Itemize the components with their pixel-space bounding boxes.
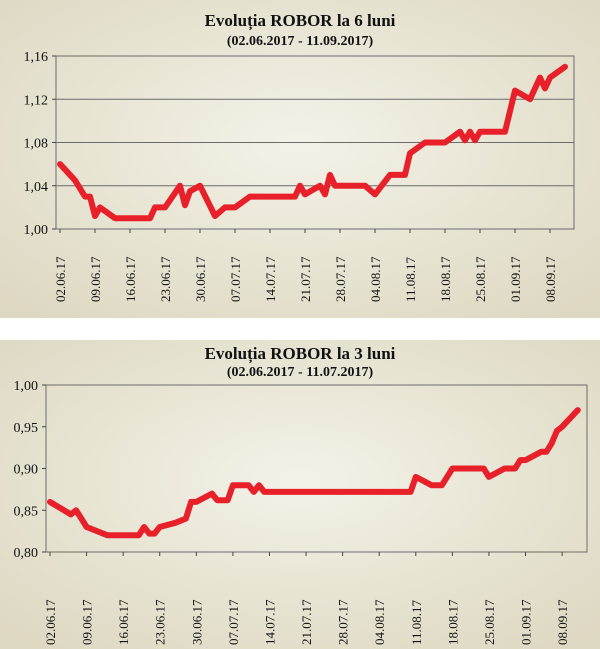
chart-title: Evoluția ROBOR la 6 luni bbox=[205, 11, 396, 31]
x-tick-label: 23.06.17 bbox=[153, 599, 168, 645]
x-tick-label: 18.08.17 bbox=[438, 256, 453, 302]
x-tick-label: 04.08.17 bbox=[368, 256, 383, 302]
x-tick-label: 07.07.17 bbox=[226, 599, 241, 645]
y-tick-label: 1,12 bbox=[24, 93, 49, 108]
x-tick-label: 09.06.17 bbox=[80, 599, 95, 645]
series-line bbox=[47, 407, 581, 539]
x-tick-label: 04.08.17 bbox=[372, 599, 387, 645]
x-tick-label: 25.08.17 bbox=[482, 599, 497, 645]
x-tick-label: 11.08.17 bbox=[403, 256, 418, 302]
chart-title: Evoluția ROBOR la 3 luni bbox=[205, 344, 396, 364]
y-tick-label: 1,00 bbox=[14, 379, 39, 394]
y-tick-label: 1,16 bbox=[24, 50, 49, 65]
x-tick-label: 30.06.17 bbox=[193, 256, 208, 302]
y-tick-label: 0,95 bbox=[14, 421, 39, 436]
x-tick-label: 09.06.17 bbox=[88, 256, 103, 302]
y-tick-label: 0,85 bbox=[14, 504, 39, 519]
x-tick-label: 28.07.17 bbox=[336, 599, 351, 645]
x-tick-label: 07.07.17 bbox=[228, 256, 243, 302]
x-tick-label: 21.07.17 bbox=[298, 256, 313, 302]
x-tick-label: 14.07.17 bbox=[262, 599, 277, 645]
x-tick-label: 02.06.17 bbox=[53, 256, 68, 302]
chart-panel-robor-6m: Evoluția ROBOR la 6 luni (02.06.2017 - 1… bbox=[0, 0, 600, 318]
x-tick-label: 14.07.17 bbox=[263, 256, 278, 302]
chart-subtitle: (02.06.2017 - 11.07.2017) bbox=[227, 365, 374, 380]
chart-subtitle: (02.06.2017 - 11.09.2017) bbox=[227, 34, 374, 49]
x-tick-label: 28.07.17 bbox=[333, 256, 348, 302]
x-tick-label: 25.08.17 bbox=[473, 256, 488, 302]
chart-background bbox=[0, 0, 600, 318]
x-tick-label: 18.08.17 bbox=[445, 599, 460, 645]
y-tick-label: 0,80 bbox=[14, 546, 39, 561]
y-tick-label: 1,04 bbox=[24, 180, 49, 195]
series-line bbox=[57, 63, 568, 222]
chart-robor-3m: Evoluția ROBOR la 3 luni (02.06.2017 - 1… bbox=[0, 340, 600, 649]
x-tick-label: 16.06.17 bbox=[123, 256, 138, 302]
x-tick-label: 23.06.17 bbox=[158, 256, 173, 302]
x-tick-label: 21.07.17 bbox=[299, 599, 314, 645]
y-tick-label: 0,90 bbox=[14, 463, 39, 478]
y-tick-label: 1,00 bbox=[24, 223, 49, 238]
x-tick-label: 02.06.17 bbox=[43, 599, 58, 645]
x-tick-label: 11.08.17 bbox=[409, 599, 424, 645]
x-tick-label: 30.06.17 bbox=[189, 599, 204, 645]
chart-robor-6m: Evoluția ROBOR la 6 luni (02.06.2017 - 1… bbox=[0, 0, 600, 318]
x-tick-label: 01.09.17 bbox=[519, 599, 534, 645]
x-tick-label: 01.09.17 bbox=[508, 256, 523, 302]
chart-panel-robor-3m: Evoluția ROBOR la 3 luni (02.06.2017 - 1… bbox=[0, 340, 600, 649]
x-tick-label: 16.06.17 bbox=[116, 599, 131, 645]
x-tick-label: 08.09.17 bbox=[543, 256, 558, 302]
x-tick-label: 08.09.17 bbox=[555, 599, 570, 645]
y-tick-label: 1,08 bbox=[24, 137, 49, 152]
